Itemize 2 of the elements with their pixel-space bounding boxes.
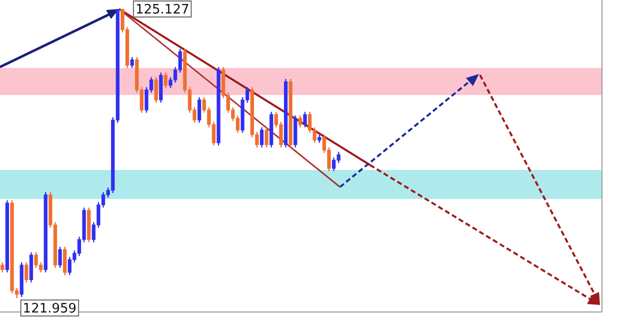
annotation: 125.127 (135, 2, 190, 18)
text: 121.959 (22, 301, 77, 316)
